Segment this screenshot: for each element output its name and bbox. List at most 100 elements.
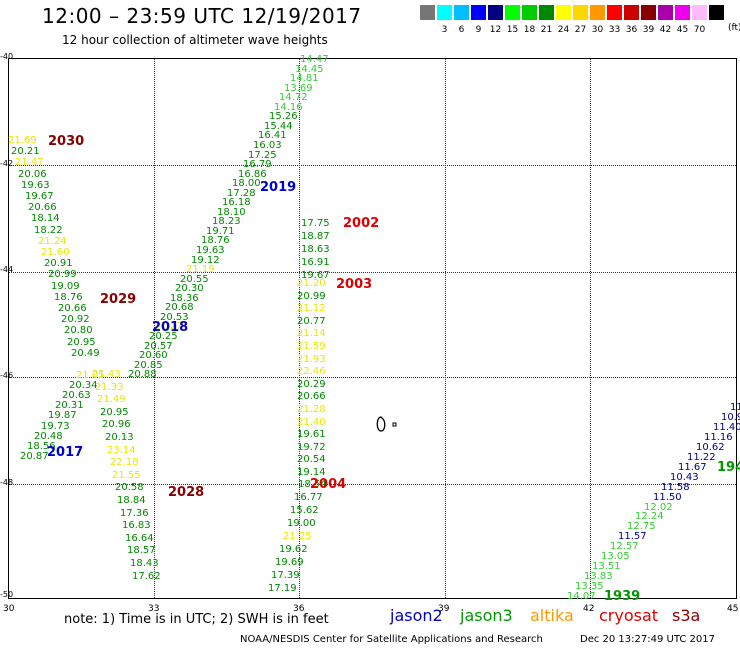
wave-height-value: 10.43: [670, 472, 699, 483]
lon-label: 39: [438, 604, 450, 614]
wave-height-value: 20.49: [71, 348, 100, 359]
wave-height-value: 21.05: [76, 370, 105, 381]
wave-height-value: 19.61: [297, 429, 326, 440]
legend-label: 3: [441, 25, 448, 35]
wave-height-value: 11.50: [653, 492, 682, 503]
lon-label: 30: [3, 604, 15, 614]
pass-time-label: 2029: [100, 292, 137, 307]
legend-label: 30: [591, 25, 604, 35]
satellite-name-s3a: s3a: [672, 606, 701, 625]
wave-height-value: 21.55: [112, 470, 141, 481]
wave-height-value: 14.81: [290, 73, 319, 84]
wave-height-value: 12.75: [627, 521, 656, 532]
wave-height-value: 14.45: [295, 64, 324, 75]
wave-height-value: 15.44: [264, 121, 293, 132]
wave-height-value: 20.25: [149, 331, 178, 342]
wave-height-value: 19.63: [21, 180, 50, 191]
wave-height-value: 20.91: [44, 258, 73, 269]
wave-height-value: 16.41: [258, 130, 287, 141]
wave-height-value: 20.55: [180, 274, 209, 285]
lon-label: 36: [293, 604, 305, 614]
legend-label: 15: [506, 25, 519, 35]
legend-swatch: [641, 5, 656, 20]
map-title: 12:00 – 23:59 UTC 12/19/2017: [42, 4, 362, 28]
wave-height-value: 19.14: [297, 467, 326, 478]
wave-height-value: 18.14: [31, 213, 60, 224]
legend-swatch: [420, 5, 435, 20]
wave-height-value: 18.10: [217, 207, 246, 218]
wave-height-value: 13.83: [584, 571, 613, 582]
legend-swatch: [573, 5, 588, 20]
legend-swatch: [590, 5, 605, 20]
wave-height-value: 19.71: [206, 226, 235, 237]
legend-label: 39: [642, 25, 655, 35]
wave-height-value: 20.92: [61, 314, 90, 325]
wave-height-value: 13.51: [592, 561, 621, 572]
pass-time-label: 2004: [310, 477, 347, 492]
wave-height-value: 13.69: [284, 83, 313, 94]
lat-label: -42: [0, 159, 14, 168]
wave-height-value: 21.93: [297, 354, 326, 365]
legend-swatch: [624, 5, 639, 20]
wave-height-value: 17.28: [227, 188, 256, 199]
wave-height-value: 18.54: [298, 479, 327, 490]
wave-height-value: 18.23: [212, 216, 241, 227]
legend-swatch: [658, 5, 673, 20]
legend-label: 42: [659, 25, 672, 35]
wave-height-value: 21.24: [38, 236, 67, 247]
legend-swatch: [488, 5, 503, 20]
wave-height-value: 20.63: [62, 390, 91, 401]
wave-height-value: 11.40: [713, 422, 740, 433]
wave-height-value: 20.95: [100, 407, 129, 418]
wave-height-value: 20.31: [55, 400, 84, 411]
wave-height-value: 20.96: [102, 419, 131, 430]
wave-height-value: 11.57: [618, 531, 647, 542]
wave-height-value: 19.62: [279, 544, 308, 555]
wave-height-value: 19.87: [48, 410, 77, 421]
lat-label: -48: [0, 478, 14, 487]
pass-time-label: 2003: [336, 277, 373, 292]
wave-height-value: 20.54: [297, 454, 326, 465]
wave-height-value: 20.53: [160, 312, 189, 323]
wave-height-value: 20.29: [297, 379, 326, 390]
lat-gridline: [9, 484, 736, 485]
legend-swatch: [471, 5, 486, 20]
wave-height-value: 16.18: [222, 197, 251, 208]
wave-height-value: 20.58: [115, 482, 144, 493]
wave-height-value: 18.84: [117, 495, 146, 506]
wave-height-value: 20.77: [297, 316, 326, 327]
wave-height-value: 20.68: [165, 302, 194, 313]
legend-label: 12: [489, 25, 502, 35]
wave-height-value: 20.30: [175, 283, 204, 294]
wave-height-value: 20.66: [28, 202, 57, 213]
wave-height-value: 19.67: [301, 270, 330, 281]
wave-height-value: 23.14: [107, 445, 136, 456]
wave-height-value: 17.25: [248, 150, 277, 161]
legend-swatch: [505, 5, 520, 20]
legend-label: 27: [574, 25, 587, 35]
legend-swatch: [675, 5, 690, 20]
wave-height-value: 19.73: [41, 421, 70, 432]
wave-height-value: 19.67: [25, 191, 54, 202]
wave-height-value: 10.62: [696, 442, 725, 453]
wave-height-value: 21.60: [41, 247, 70, 258]
wave-height-value: 20.99: [48, 269, 77, 280]
wave-height-value: 12.24: [635, 511, 664, 522]
lat-label: -44: [0, 265, 14, 274]
wave-height-value: 14.16: [274, 102, 303, 113]
lon-gridline: [445, 59, 446, 598]
wave-height-value: 16.77: [294, 492, 323, 503]
legend-swatch: [709, 5, 724, 20]
wave-height-value: 16.03: [253, 140, 282, 151]
wave-height-value: 21.20: [297, 278, 326, 289]
lon-label: 42: [583, 604, 595, 614]
wave-height-value: 13.05: [601, 551, 630, 562]
wave-height-value: 19.09: [51, 281, 80, 292]
wave-height-value: 18.56: [27, 441, 56, 452]
wave-height-value: 12.02: [644, 502, 673, 513]
lon-gridline: [590, 59, 591, 598]
wave-height-value: 21.59: [297, 341, 326, 352]
pass-time-label: 2002: [343, 216, 380, 231]
wave-height-value: 22.46: [297, 366, 326, 377]
